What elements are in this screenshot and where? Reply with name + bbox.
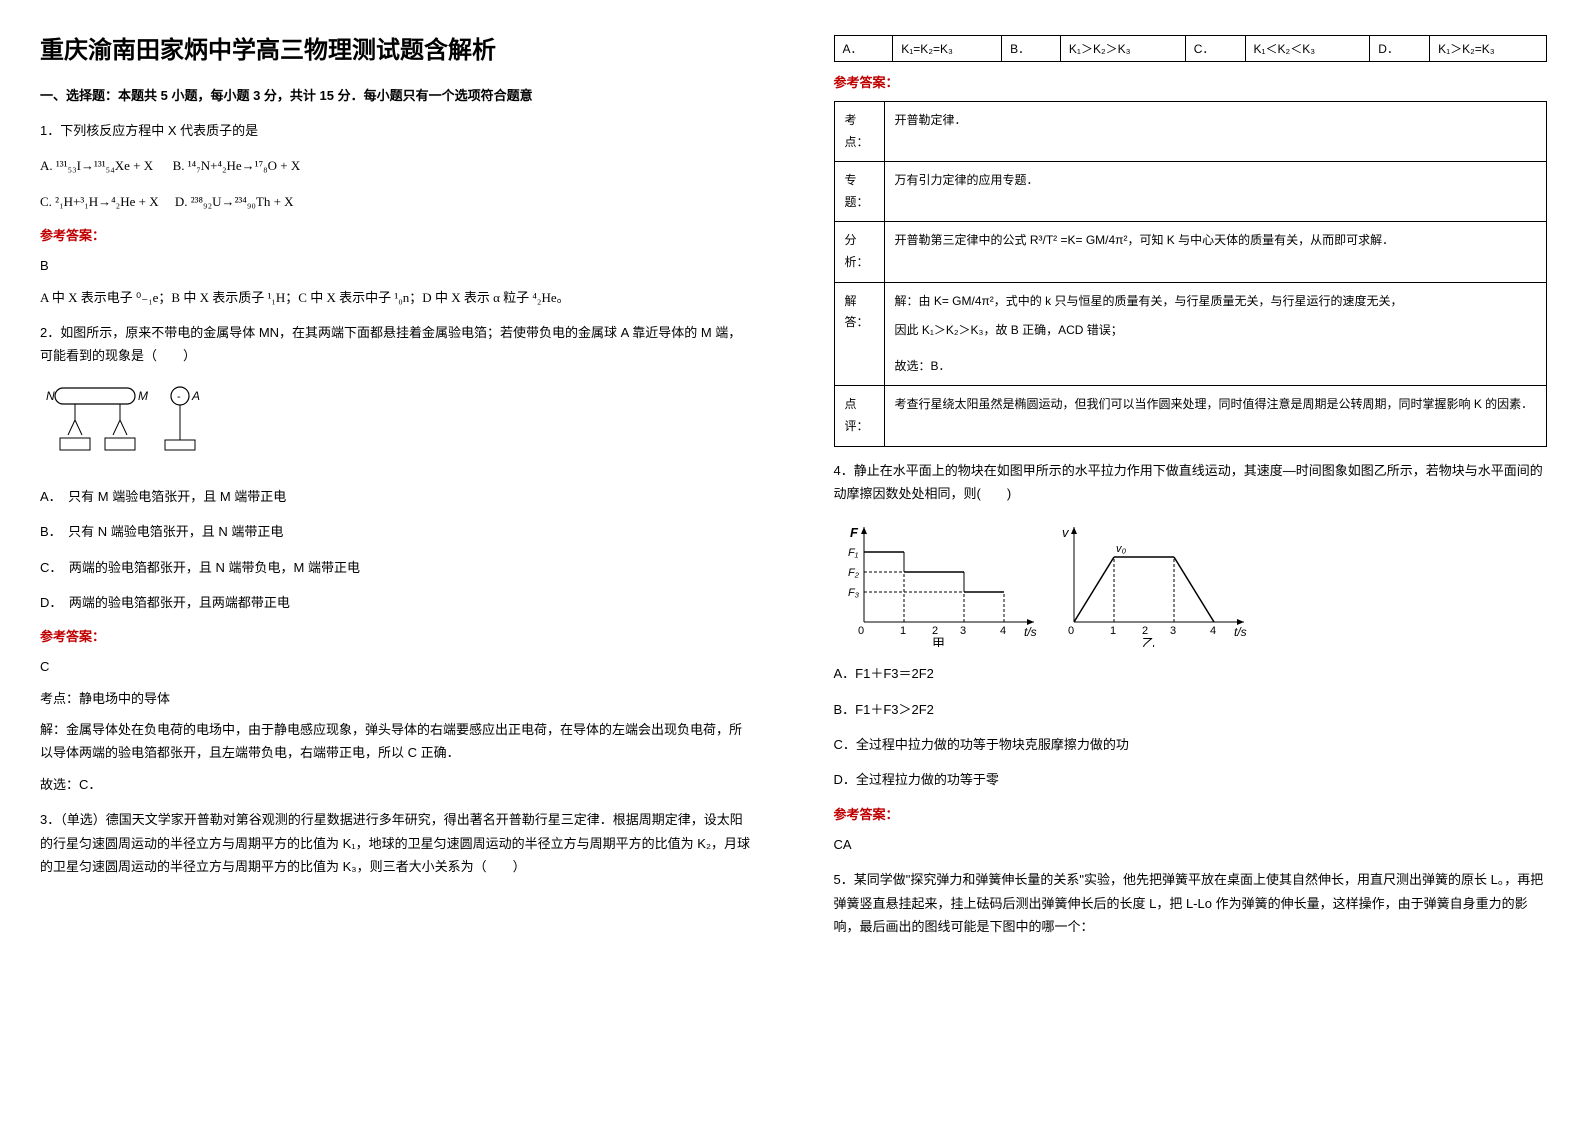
page-title: 重庆渝南田家炳中学高三物理测试题含解析 <box>40 30 754 65</box>
table-row: 点评： 考查行星绕太阳虽然是椭圆运动，但我们可以当作圆来处理，同时值得注意是周期… <box>834 386 1547 446</box>
q1-answer-label: 参考答案： <box>40 225 754 244</box>
svg-text:v₀: v₀ <box>1116 543 1127 555</box>
q5-stem: 5．某同学做"探究弹力和弹簧伸长量的关系"实验，他先把弹簧平放在桌面上使其自然伸… <box>834 868 1548 938</box>
svg-text:F: F <box>850 525 859 540</box>
dianping-text: 考查行星绕太阳虽然是椭圆运动，但我们可以当作圆来处理，同时值得注意是周期是公转周… <box>884 386 1547 446</box>
q2-opt-c: C． 两端的验电箔都张开，且 N 端带负电，M 端带正电 <box>40 556 754 579</box>
svg-text:乙: 乙 <box>1142 636 1155 647</box>
left-column: 重庆渝南田家炳中学高三物理测试题含解析 一、选择题：本题共 5 小题，每小题 3… <box>0 0 794 1122</box>
jieda-line1: 解：由 K= GM/4π²，式中的 k 只与恒星的质量有关，与行星质量无关，与行… <box>895 291 1537 313</box>
q2-guxuan: 故选：C． <box>40 773 754 796</box>
svg-text:v: v <box>1062 525 1070 540</box>
svg-text:F₂: F₂ <box>848 567 860 579</box>
table-row: 考点： 开普勒定律． <box>834 102 1547 162</box>
q2-diagram: N M - A <box>40 380 754 473</box>
q3-opt-b-label: B． <box>1002 36 1061 62</box>
svg-text:N: N <box>46 389 55 403</box>
svg-text:0: 0 <box>1068 625 1074 637</box>
q3-opt-d-label: D． <box>1370 36 1430 62</box>
q2-opt-d: D． 两端的验电箔都张开，且两端都带正电 <box>40 591 754 614</box>
q4-diagram: F t/s F₁ F₂ F₃ 0 1 2 <box>834 517 1548 650</box>
q3-opt-a-text: K₁=K₂=K₃ <box>893 36 1002 62</box>
q1-answer-letter: B <box>40 254 754 277</box>
q2-stem: 2．如图所示，原来不带电的金属导体 MN，在其两端下面都悬挂着金属验电箔；若使带… <box>40 321 754 368</box>
conductor-diagram: N M - A <box>40 380 220 470</box>
q1-options-row1: A. ¹³¹₅₃I→¹³¹₅₄Xe + X B. ¹⁴₇N+⁴₂He→¹⁷₈O … <box>40 154 754 177</box>
svg-text:1: 1 <box>1110 625 1116 637</box>
section-heading: 一、选择题：本题共 5 小题，每小题 3 分，共计 15 分．每小题只有一个选项… <box>40 85 754 104</box>
q1-opt-a: A. ¹³¹₅₃I→¹³¹₅₄Xe + X <box>40 158 153 173</box>
kaodian-text: 开普勒定律． <box>884 102 1547 162</box>
q3-answer-label: 参考答案： <box>834 72 1548 91</box>
q1-explanation: A 中 X 表示电子 ⁰₋₁e；B 中 X 表示质子 ¹₁H；C 中 X 表示中… <box>40 286 754 309</box>
q4-opt-b: B．F1＋F3＞2F2 <box>834 698 1548 721</box>
svg-text:甲: 甲 <box>932 636 945 647</box>
q1-opt-d: D. ²³⁸₉₂U→²³⁴₉₀Th + X <box>175 194 294 209</box>
svg-text:1: 1 <box>900 625 906 637</box>
q3-opt-a-label: A． <box>834 36 893 62</box>
q4-opt-c: C．全过程中拉力做的功等于物块克服摩擦力做的功 <box>834 733 1548 756</box>
table-row: A． K₁=K₂=K₃ B． K₁＞K₂＞K₃ C． K₁＜K₂＜K₃ D． K… <box>834 36 1547 62</box>
fenxi-label: 分析： <box>834 222 884 282</box>
q4-answer: CA <box>834 833 1548 856</box>
q4-answer-label: 参考答案： <box>834 804 1548 823</box>
svg-text:t/s: t/s <box>1234 625 1247 639</box>
q1-opt-b: B. ¹⁴₇N+⁴₂He→¹⁷₈O + X <box>173 158 301 173</box>
q3-stem: 3．（单选）德国天文学家开普勒对第谷观测的行星数据进行多年研究，得出著名开普勒行… <box>40 808 754 878</box>
q2-kaodian: 考点：静电场中的导体 <box>40 687 754 710</box>
svg-text:0: 0 <box>858 625 864 637</box>
q3-options-table: A． K₁=K₂=K₃ B． K₁＞K₂＞K₃ C． K₁＜K₂＜K₃ D． K… <box>834 35 1548 62</box>
svg-text:M: M <box>138 389 148 403</box>
svg-text:A: A <box>191 389 200 403</box>
q3-analysis-table: 考点： 开普勒定律． 专题： 万有引力定律的应用专题． 分析： 开普勒第三定律中… <box>834 101 1548 447</box>
q3-opt-c-label: C． <box>1185 36 1245 62</box>
q1-options-row2: C. ²₁H+³₁H→⁴₂He + X D. ²³⁸₉₂U→²³⁴₉₀Th + … <box>40 190 754 213</box>
svg-text:-: - <box>177 391 181 403</box>
q4-opt-d: D．全过程拉力做的功等于零 <box>834 768 1548 791</box>
force-velocity-graphs: F t/s F₁ F₂ F₃ 0 1 2 <box>834 517 1254 647</box>
q3-opt-c-text: K₁＜K₂＜K₃ <box>1245 36 1370 62</box>
dianping-label: 点评： <box>834 386 884 446</box>
table-row: 分析： 开普勒第三定律中的公式 R³/T² =K= GM/4π²，可知 K 与中… <box>834 222 1547 282</box>
jieda-line3: 故选：B． <box>895 356 1537 378</box>
table-row: 专题： 万有引力定律的应用专题． <box>834 162 1547 222</box>
table-row: 解答： 解：由 K= GM/4π²，式中的 k 只与恒星的质量有关，与行星质量无… <box>834 282 1547 386</box>
jieda-text: 解：由 K= GM/4π²，式中的 k 只与恒星的质量有关，与行星质量无关，与行… <box>884 282 1547 386</box>
svg-text:F₃: F₃ <box>848 587 860 599</box>
q3-opt-d-text: K₁＞K₂=K₃ <box>1430 36 1547 62</box>
svg-text:F₁: F₁ <box>848 547 859 559</box>
svg-text:4: 4 <box>1210 625 1216 637</box>
q2-opt-a: A． 只有 M 端验电箔张开，且 M 端带正电 <box>40 485 754 508</box>
q2-opt-b: B． 只有 N 端验电箔张开，且 N 端带正电 <box>40 520 754 543</box>
svg-text:t/s: t/s <box>1024 625 1037 639</box>
right-column: A． K₁=K₂=K₃ B． K₁＞K₂＞K₃ C． K₁＜K₂＜K₃ D． K… <box>794 0 1587 1122</box>
svg-text:3: 3 <box>960 625 966 637</box>
kaodian-label: 考点： <box>834 102 884 162</box>
q2-explanation: 解：金属导体处在负电荷的电场中，由于静电感应现象，弹头导体的右端要感应出正电荷，… <box>40 718 754 765</box>
jieda-line2: 因此 K₁＞K₂＞K₃，故 B 正确，ACD 错误； <box>895 320 1537 342</box>
q3-opt-b-text: K₁＞K₂＞K₃ <box>1060 36 1185 62</box>
q1-stem: 1．下列核反应方程中 X 代表质子的是 <box>40 119 754 142</box>
fenxi-text: 开普勒第三定律中的公式 R³/T² =K= GM/4π²，可知 K 与中心天体的… <box>884 222 1547 282</box>
q4-stem: 4．静止在水平面上的物块在如图甲所示的水平拉力作用下做直线运动，其速度—时间图象… <box>834 459 1548 506</box>
zhuanti-label: 专题： <box>834 162 884 222</box>
zhuanti-text: 万有引力定律的应用专题． <box>884 162 1547 222</box>
q1-opt-c: C. ²₁H+³₁H→⁴₂He + X <box>40 194 159 209</box>
jieda-label: 解答： <box>834 282 884 386</box>
svg-text:3: 3 <box>1170 625 1176 637</box>
q2-answer-label: 参考答案： <box>40 626 754 645</box>
q2-answer-letter: C <box>40 655 754 678</box>
q4-opt-a: A．F1＋F3＝2F2 <box>834 662 1548 685</box>
svg-text:4: 4 <box>1000 625 1006 637</box>
